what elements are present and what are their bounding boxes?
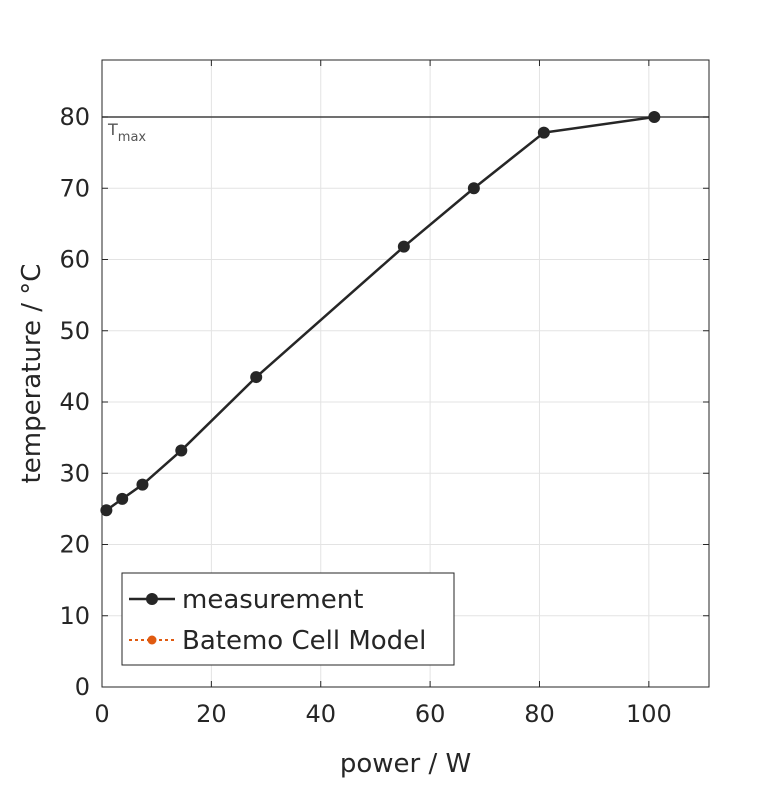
tick-labels: 0 20 40 60 80 100 0 10 20 30 40 50 60 70 80 [59,60,709,728]
x-tick-label: 80 [524,700,555,728]
y-tick-label: 70 [59,174,90,202]
y-tick-label: 80 [59,103,90,131]
data-point [648,111,661,123]
x-tick-label: 40 [305,700,336,728]
x-tick-label: 100 [626,700,672,728]
x-tick-label: 0 [94,700,109,728]
y-tick-label: 30 [59,459,90,487]
data-point [537,126,550,139]
data-point [250,371,263,384]
data-point [100,504,113,517]
data-point [175,444,188,457]
x-axis-title: power / W [340,749,471,779]
data-point [116,492,129,505]
y-tick-label: 20 [59,531,90,559]
data-point [397,240,410,253]
y-tick-label: 60 [59,246,90,274]
legend: measurement Batemo Cell Model [121,572,455,666]
y-tick-label: 0 [75,673,90,701]
data-point [467,182,480,195]
y-tick-label: 50 [59,317,90,345]
x-tick-label: 20 [196,700,227,728]
legend-label-1: measurement [182,585,363,615]
series-group [100,111,661,517]
y-tick-label: 10 [59,602,90,630]
plot-frame [101,59,710,688]
y-axis-title: temperature / °C [17,264,47,484]
legend-marker-1 [146,593,158,605]
legend-marker-2 [147,635,157,645]
legend-box [121,572,455,666]
data-point [136,478,149,491]
legend-label-2: Batemo Cell Model [182,626,426,656]
reference-line-group: Tmax [102,116,709,145]
tmax-label: Tmax [107,120,146,145]
tmax-label-main: T [107,120,118,139]
y-tick-label: 40 [59,388,90,416]
tmax-label-sub: max [118,130,147,145]
x-tick-label: 60 [415,700,446,728]
